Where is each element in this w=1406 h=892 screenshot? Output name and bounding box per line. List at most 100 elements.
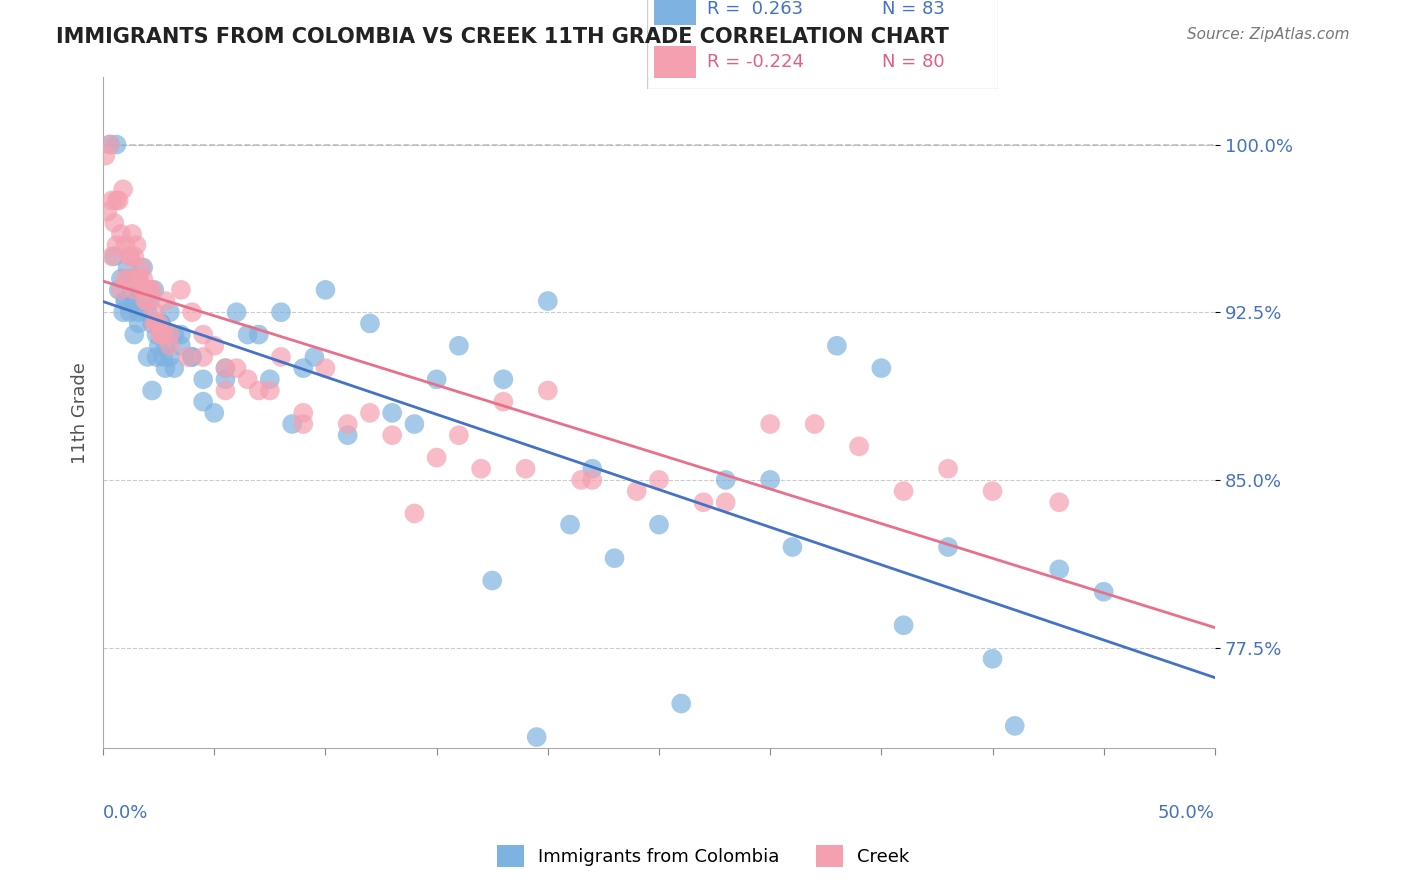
Point [134,293,156,308]
Point [181,305,204,319]
Point [114,238,136,252]
Point [170,283,193,297]
Point [136,305,159,319]
Point [114,293,136,308]
Point [152,327,174,342]
Point [292,361,315,376]
Point [481,574,503,588]
Point [981,652,1004,666]
Point [105,194,128,208]
Point [537,293,560,308]
Point [671,697,693,711]
Point [936,461,959,475]
Point [117,260,139,275]
Text: R = -0.224: R = -0.224 [707,54,803,71]
Point [193,394,215,409]
Point [118,249,141,263]
Point [526,730,548,744]
Point [125,271,148,285]
Point [149,327,172,342]
Point [225,361,247,376]
Point [163,361,186,376]
Point [139,283,162,297]
Point [101,194,124,208]
Point [107,194,129,208]
Point [110,283,132,297]
Point [492,372,515,386]
Point [626,484,648,499]
Point [163,327,186,342]
Point [447,339,470,353]
Legend: Immigrants from Colombia, Creek: Immigrants from Colombia, Creek [489,838,917,874]
Y-axis label: 11th Grade: 11th Grade [72,362,89,464]
Point [118,249,141,263]
Point [270,350,292,364]
Point [214,361,236,376]
Point [107,283,129,297]
Point [214,372,236,386]
Point [114,293,136,308]
Point [893,484,915,499]
Point [193,372,215,386]
Point [581,461,603,475]
Point [121,227,143,241]
Point [105,238,128,252]
Point [148,339,170,353]
Point [121,283,143,297]
Point [134,293,156,308]
Point [141,384,163,398]
Point [803,417,825,431]
FancyBboxPatch shape [654,0,696,25]
Point [281,417,304,431]
Point [515,461,537,475]
Point [122,249,145,263]
Point [381,406,404,420]
Point [122,283,145,297]
Point [193,327,215,342]
Point [782,540,804,554]
Point [893,618,915,632]
Point [176,350,198,364]
Point [149,317,172,331]
FancyBboxPatch shape [654,46,696,78]
Point [336,428,359,442]
Point [292,406,315,420]
Point [247,327,270,342]
Point [149,317,172,331]
Point [292,417,315,431]
Point [214,384,236,398]
Point [170,339,193,353]
Point [155,293,177,308]
Point [159,350,181,364]
Point [648,473,671,487]
Point [170,327,193,342]
Point [149,327,172,342]
Point [648,517,671,532]
Point [359,406,381,420]
Point [159,305,181,319]
Point [103,216,125,230]
Text: Source: ZipAtlas.com: Source: ZipAtlas.com [1187,27,1350,42]
Point [603,551,626,566]
Point [136,283,159,297]
Point [314,361,336,376]
Point [247,384,270,398]
Point [426,372,449,386]
Point [558,517,581,532]
Point [404,507,426,521]
Point [132,271,155,285]
Point [159,327,181,342]
Point [152,350,174,364]
Point [128,271,150,285]
Point [129,283,152,297]
Point [202,339,225,353]
Point [155,339,177,353]
Point [136,293,159,308]
Text: N = 80: N = 80 [883,54,945,71]
Text: 50.0%: 50.0% [1159,805,1215,822]
Point [112,182,135,196]
Point [128,305,150,319]
Point [569,473,592,487]
Point [118,271,141,285]
Point [259,384,281,398]
